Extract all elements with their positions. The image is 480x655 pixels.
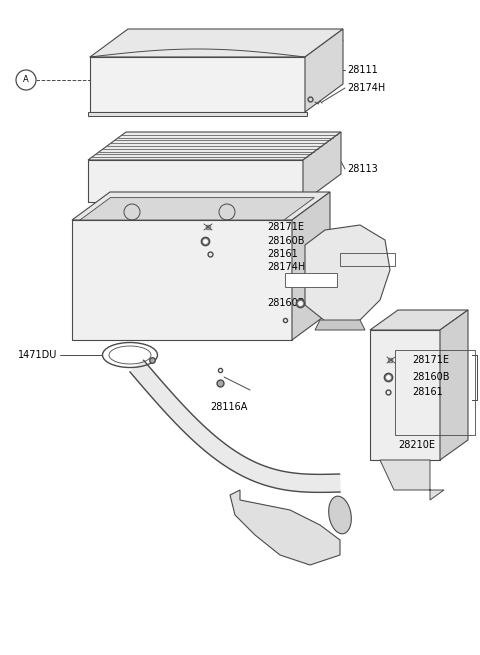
Text: 28111: 28111 [347,65,378,75]
Text: 28160B: 28160B [267,236,304,246]
Polygon shape [80,198,314,220]
Text: 28174H: 28174H [267,262,305,272]
Text: 28171E: 28171E [267,222,304,232]
Polygon shape [130,360,340,493]
Bar [340,253,395,266]
Text: 28161: 28161 [267,249,298,259]
Polygon shape [292,192,330,340]
Ellipse shape [329,496,351,534]
Polygon shape [88,112,307,116]
Polygon shape [370,310,468,330]
Polygon shape [90,29,343,57]
Text: A: A [23,75,29,84]
Text: 28210E: 28210E [398,440,435,450]
Polygon shape [90,57,305,112]
Text: 28174H: 28174H [347,83,385,93]
Text: 28160B: 28160B [412,372,449,382]
Text: 28161: 28161 [412,387,443,397]
Text: 28116A: 28116A [210,402,247,412]
Text: 28161: 28161 [288,275,319,285]
Polygon shape [305,225,390,325]
Text: 28160B: 28160B [267,298,304,308]
Polygon shape [303,132,341,202]
Polygon shape [380,460,444,500]
Polygon shape [440,310,468,460]
Polygon shape [315,320,365,330]
Polygon shape [230,490,340,565]
Text: 28113: 28113 [347,164,378,174]
Polygon shape [305,29,343,112]
Text: 28112: 28112 [342,255,373,265]
Polygon shape [72,192,330,220]
Polygon shape [88,132,341,160]
Text: 28171E: 28171E [412,355,449,365]
Text: 28210F: 28210F [342,272,379,282]
Polygon shape [88,160,303,202]
Text: 1471DU: 1471DU [18,350,58,360]
Bar [395,350,475,435]
Polygon shape [72,220,292,340]
Bar [285,273,337,287]
Polygon shape [370,330,440,460]
